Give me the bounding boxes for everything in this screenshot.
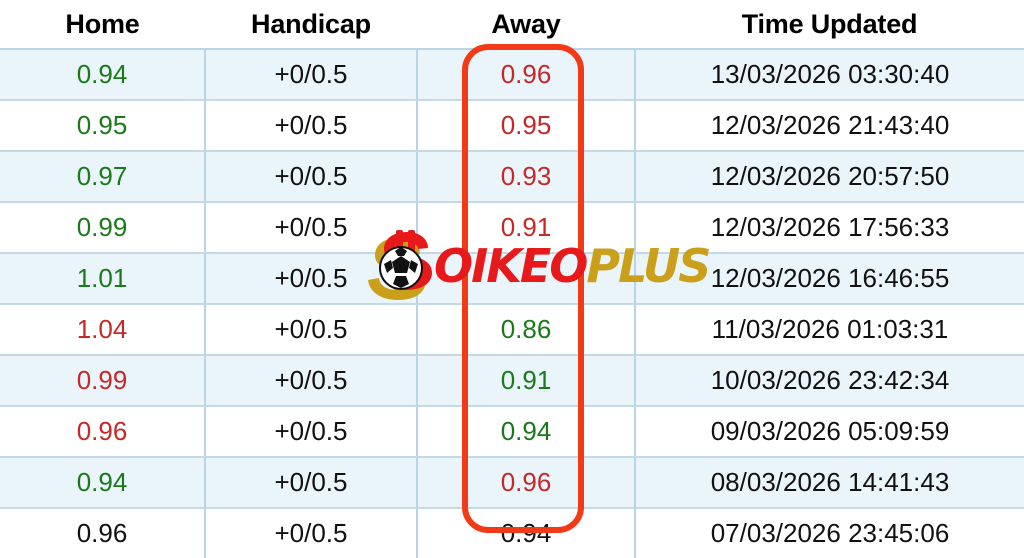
cell-home: 0.94 (0, 49, 206, 101)
table-body: 0.94 +0/0.5 0.96 13/03/2026 03:30:40 0.95 +0/… (0, 49, 1024, 558)
cell-away: 0.95 (417, 100, 636, 152)
column-header-home[interactable]: Home (0, 0, 205, 50)
cell-home: 0.99 (0, 202, 206, 254)
cell-home: 0.96 (0, 508, 206, 558)
table-row: 0.96 +0/0.5 0.94 09/03/2026 05:09:59 (0, 406, 1024, 458)
cell-away: 0.94 (417, 508, 636, 558)
cell-away: 0.96 (417, 49, 636, 101)
cell-home: 1.04 (0, 304, 206, 356)
cell-time: 12/03/2026 21:43:40 (635, 100, 1024, 152)
cell-handicap: +0/0.5 (205, 304, 418, 356)
cell-away: 0.91 (417, 355, 636, 407)
cell-home: 0.95 (0, 100, 206, 152)
table-row: 0.99 +0/0.5 0.91 10/03/2026 23:42:34 (0, 355, 1024, 407)
cell-handicap: +0/0.5 (205, 406, 418, 458)
table-row: 0.97 +0/0.5 0.93 12/03/2026 20:57:50 (0, 151, 1024, 203)
table-row: 0.95 +0/0.5 0.95 12/03/2026 21:43:40 (0, 100, 1024, 152)
cell-home: 0.96 (0, 406, 206, 458)
column-header-away[interactable]: Away (417, 0, 635, 50)
cell-away: 0.86 (417, 304, 636, 356)
cell-handicap: +0/0.5 (205, 457, 418, 509)
table-row: 0.99 +0/0.5 0.91 12/03/2026 17:56:33 (0, 202, 1024, 254)
cell-time: 13/03/2026 03:30:40 (635, 49, 1024, 101)
table-header: Home Handicap Away Time Updated (0, 0, 1024, 50)
table-row: 0.94 +0/0.5 0.96 08/03/2026 14:41:43 (0, 457, 1024, 509)
cell-away: 0.96 (417, 457, 636, 509)
cell-time: 08/03/2026 14:41:43 (635, 457, 1024, 509)
cell-away (417, 253, 636, 305)
cell-time: 12/03/2026 20:57:50 (635, 151, 1024, 203)
cell-handicap: +0/0.5 (205, 49, 418, 101)
cell-time: 10/03/2026 23:42:34 (635, 355, 1024, 407)
cell-time: 09/03/2026 05:09:59 (635, 406, 1024, 458)
cell-handicap: +0/0.5 (205, 151, 418, 203)
cell-handicap: +0/0.5 (205, 202, 418, 254)
cell-home: 1.01 (0, 253, 206, 305)
cell-away: 0.91 (417, 202, 636, 254)
cell-handicap: +0/0.5 (205, 253, 418, 305)
table-row: 1.01 +0/0.5 12/03/2026 16:46:55 (0, 253, 1024, 305)
cell-away: 0.93 (417, 151, 636, 203)
column-header-handicap[interactable]: Handicap (205, 0, 417, 50)
cell-handicap: +0/0.5 (205, 355, 418, 407)
cell-home: 0.99 (0, 355, 206, 407)
table-row: 1.04 +0/0.5 0.86 11/03/2026 01:03:31 (0, 304, 1024, 356)
table-row: 0.94 +0/0.5 0.96 13/03/2026 03:30:40 (0, 49, 1024, 101)
cell-time: 12/03/2026 17:56:33 (635, 202, 1024, 254)
cell-away: 0.94 (417, 406, 636, 458)
table-row: 0.96 +0/0.5 0.94 07/03/2026 23:45:06 (0, 508, 1024, 558)
cell-time: 12/03/2026 16:46:55 (635, 253, 1024, 305)
column-header-time[interactable]: Time Updated (635, 0, 1024, 50)
cell-home: 0.97 (0, 151, 206, 203)
cell-time: 11/03/2026 01:03:31 (635, 304, 1024, 356)
header-row: Home Handicap Away Time Updated (0, 0, 1024, 50)
cell-handicap: +0/0.5 (205, 100, 418, 152)
cell-home: 0.94 (0, 457, 206, 509)
cell-time: 07/03/2026 23:45:06 (635, 508, 1024, 558)
cell-handicap: +0/0.5 (205, 508, 418, 558)
